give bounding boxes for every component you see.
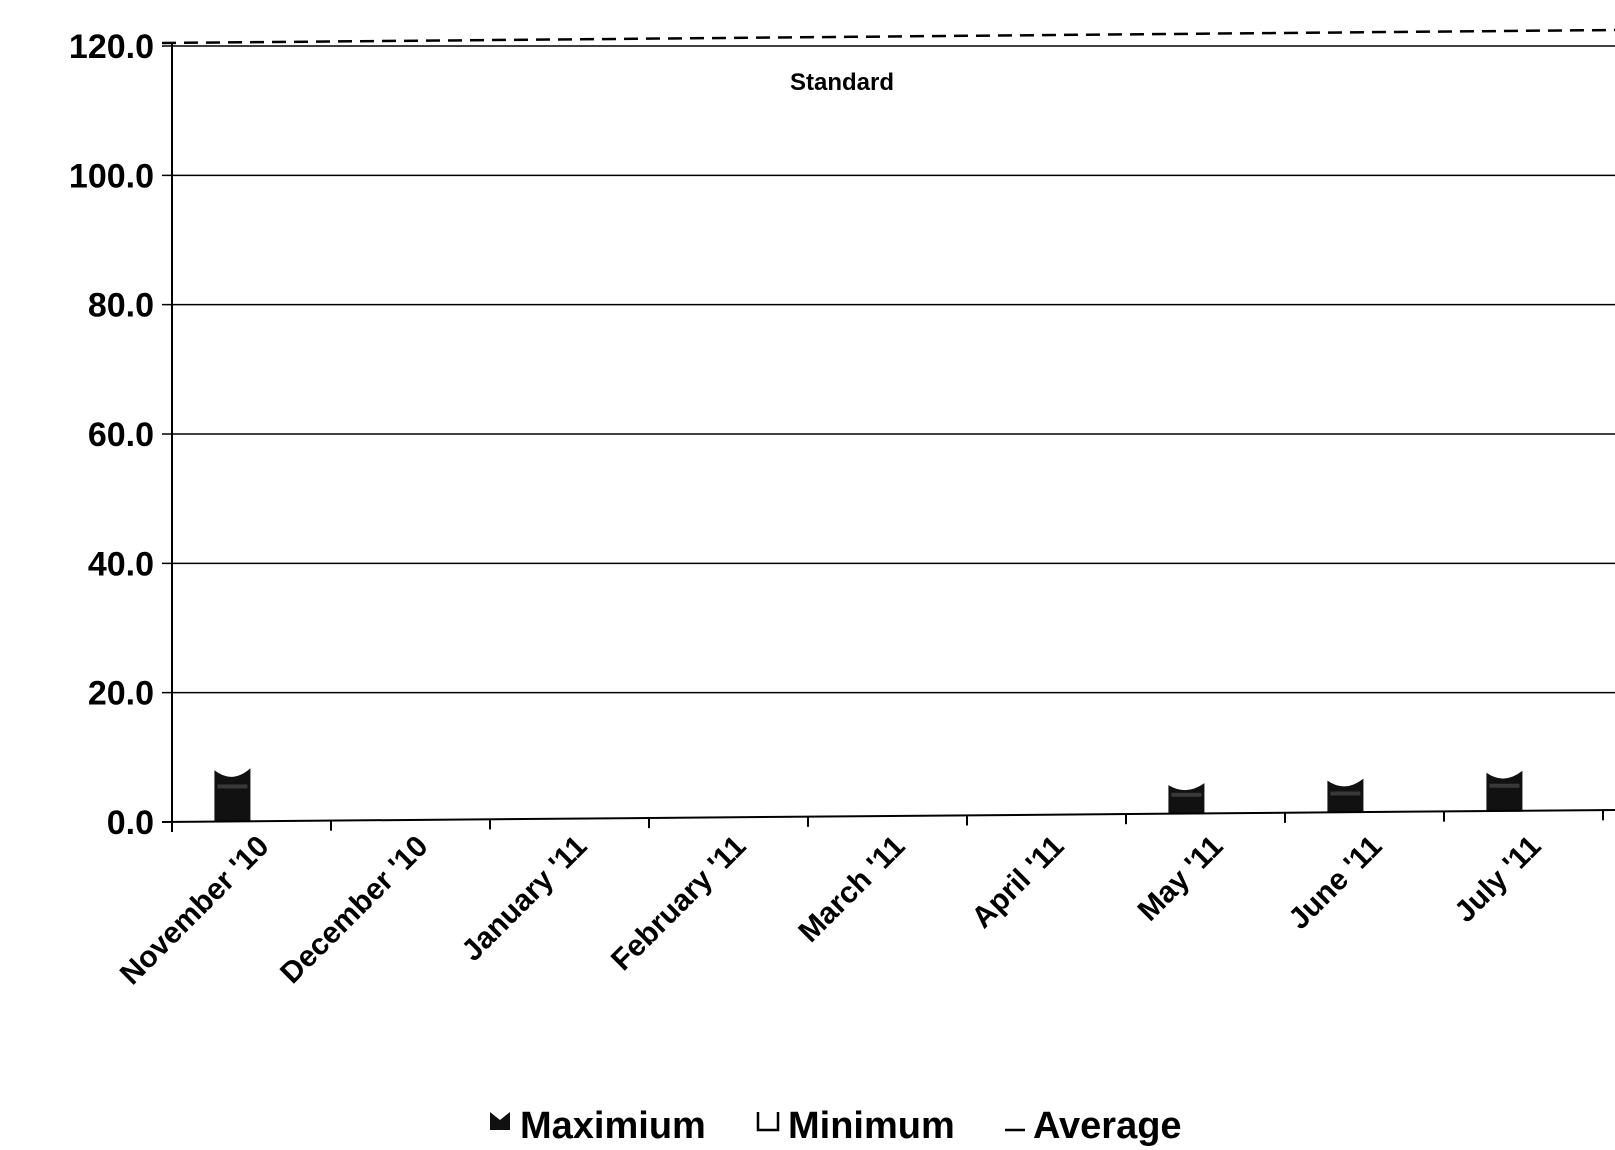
- x-tick-label: July '11: [1448, 830, 1547, 929]
- legend-item-minimum: Minimum: [756, 1105, 955, 1147]
- bar-minimum: [217, 784, 248, 789]
- y-tick-label: 120.0: [69, 28, 154, 66]
- y-tick-label: 40.0: [88, 545, 154, 583]
- legend-label-average: Average: [1033, 1105, 1182, 1147]
- y-tick-label: 80.0: [88, 287, 154, 325]
- legend-item-average: Average: [1005, 1105, 1182, 1147]
- y-tick-label: 0.0: [107, 804, 154, 842]
- x-tick-label: March '11: [792, 830, 911, 949]
- legend-swatch-minimum: [756, 1112, 780, 1132]
- x-tick-label: February '11: [605, 830, 752, 977]
- x-tick-label: December '10: [274, 830, 434, 990]
- bar-minimum: [1330, 791, 1361, 796]
- y-tick-label: 100.0: [69, 157, 154, 195]
- legend-item-maximum: Maximium: [490, 1105, 706, 1147]
- x-tick-label: June '11: [1282, 830, 1388, 936]
- legend: Maximium Minimum Average: [490, 1105, 1182, 1147]
- bar-minimum: [1489, 783, 1520, 788]
- y-tick-label: 60.0: [88, 416, 154, 454]
- x-tick-label: May '11: [1132, 830, 1230, 928]
- legend-swatch-maximum: [490, 1112, 510, 1130]
- legend-label-maximum: Maximium: [520, 1105, 706, 1147]
- bar-maximum: [214, 768, 251, 822]
- bar-maximum: [1486, 770, 1523, 812]
- bar-maximum: [1168, 783, 1205, 815]
- standard-line: [161, 28, 1615, 45]
- x-tick-label: November '10: [114, 830, 276, 992]
- legend-label-minimum: Minimum: [788, 1105, 955, 1147]
- bar-maximum: [1327, 778, 1364, 813]
- bars: [214, 768, 1523, 822]
- x-tick-label: January '11: [455, 830, 593, 968]
- standard-label: Standard: [790, 69, 894, 96]
- x-tick-label: April '11: [966, 830, 1071, 935]
- axes: [161, 44, 1615, 832]
- y-tick-label: 20.0: [88, 675, 154, 713]
- gridlines: [162, 45, 1615, 694]
- bar-minimum: [1171, 792, 1202, 797]
- x-axis-line: [161, 809, 1615, 823]
- tick-labels: 0.0 20.0 40.0 60.0 80.0 100.0 120.0 November '1…: [69, 28, 1548, 991]
